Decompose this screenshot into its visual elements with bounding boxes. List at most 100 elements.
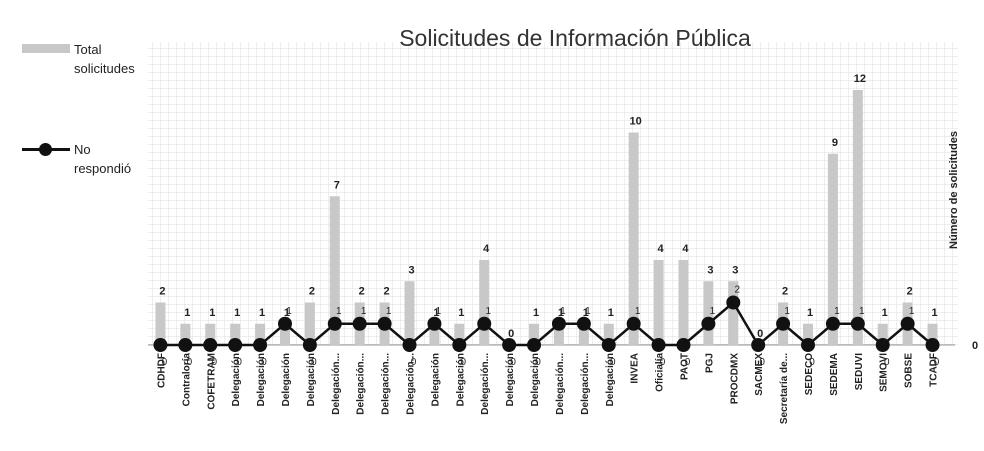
legend-marker (39, 143, 52, 156)
bar (255, 323, 266, 345)
data-label: 1 (834, 306, 840, 317)
data-label: 2 (309, 286, 315, 298)
bar (827, 153, 838, 345)
x-tick-label: Delegación (605, 353, 616, 406)
x-tick-label: Delegación... (356, 353, 367, 415)
marker (527, 338, 542, 352)
data-label: 3 (707, 264, 713, 276)
legend-item: Total solicitudes (22, 40, 152, 78)
data-label: 1 (458, 307, 464, 319)
plot-background (148, 42, 958, 345)
bar (603, 323, 614, 345)
x-tick-label: Delegación (281, 353, 292, 406)
x-tick-label: Delegación (256, 353, 267, 406)
data-label: 0 (685, 357, 691, 368)
marker (900, 316, 915, 331)
x-tick-label: INVEA (630, 353, 641, 384)
data-label: 1 (558, 307, 564, 319)
data-label: 1 (608, 307, 614, 319)
data-label: 1 (635, 306, 641, 317)
data-label: 1 (234, 307, 240, 319)
x-tick-label: Secretaría de... (779, 353, 790, 424)
marker (601, 338, 616, 352)
bar (703, 281, 714, 345)
bar (653, 260, 664, 345)
marker (352, 316, 367, 331)
data-label: 10 (630, 116, 642, 128)
bar (205, 323, 216, 345)
data-label: 7 (334, 179, 340, 191)
bar (852, 90, 863, 345)
bar (927, 323, 938, 345)
data-label: 2 (735, 285, 741, 296)
data-label: 0 (660, 357, 666, 368)
data-label: 1 (585, 306, 591, 317)
data-label: 1 (286, 306, 292, 317)
x-tick-label: Delegación (231, 353, 242, 406)
data-label: 2 (384, 286, 390, 298)
data-label: 1 (436, 306, 442, 317)
data-label: 0 (884, 357, 890, 368)
x-tick-label: Delegación... (406, 353, 417, 415)
marker (402, 338, 417, 352)
bar (678, 260, 689, 345)
data-label: 0 (759, 357, 765, 368)
bar (180, 323, 191, 345)
x-tick-label: Delegación... (480, 353, 491, 415)
x-tick-label: Delegación (306, 353, 317, 406)
marker (551, 316, 566, 331)
data-label: 1 (909, 306, 915, 317)
bar (304, 302, 315, 345)
x-tick-label: Delegación... (555, 353, 566, 415)
x-tick-label: PGJ (704, 353, 715, 373)
bar (628, 132, 639, 345)
marker (875, 338, 890, 352)
data-label: 0 (757, 328, 763, 340)
marker (701, 316, 716, 331)
data-label: 1 (784, 306, 790, 317)
x-tick-label: Delegación... (381, 353, 392, 415)
data-label: 0 (610, 357, 616, 368)
x-tick-label: SACMEX (754, 353, 765, 396)
x-tick-label: Oficialía (655, 353, 666, 392)
bar (479, 260, 490, 345)
data-label: 1 (859, 306, 865, 317)
x-tick-label: PROCDMX (729, 353, 740, 404)
data-label: 12 (854, 73, 866, 85)
legend-label: No respondió (74, 142, 132, 176)
data-label: 1 (807, 307, 813, 319)
marker (228, 338, 243, 352)
marker (452, 338, 467, 352)
data-label: 1 (386, 306, 392, 317)
data-label: 1 (931, 307, 937, 319)
marker (377, 316, 392, 331)
x-tick-label: Delegación... (331, 353, 342, 415)
legend-swatch (22, 44, 70, 53)
data-label: 1 (533, 307, 539, 319)
x-tick-label: SOBSE (904, 353, 915, 388)
data-label: 0 (411, 357, 417, 368)
x-tick-label: PAOT (679, 353, 690, 380)
marker (203, 338, 218, 352)
marker (925, 338, 940, 352)
data-label: 1 (361, 306, 367, 317)
x-tick-label: CDHDF (156, 353, 167, 388)
y-tick-label: 0 (972, 340, 978, 352)
bar (329, 196, 340, 345)
legend-item: No respondió (22, 140, 152, 178)
x-tick-label: SEDEMA (829, 353, 840, 396)
marker (327, 316, 342, 331)
x-tick-label: Delegación (505, 353, 516, 406)
x-tick-label: Delegación (430, 353, 441, 406)
data-label: 2 (907, 286, 913, 298)
bar (553, 323, 564, 345)
marker (277, 316, 292, 331)
marker (502, 338, 517, 352)
bar (529, 323, 540, 345)
data-label: 9 (832, 137, 838, 149)
data-label: 0 (461, 357, 467, 368)
data-label: 1 (485, 306, 491, 317)
marker (153, 338, 168, 352)
bar (728, 281, 739, 345)
